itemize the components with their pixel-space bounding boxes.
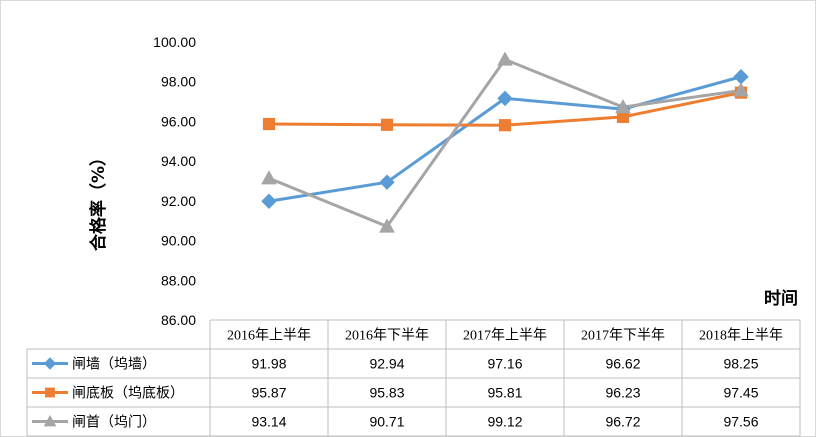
x-axis-title: 时间 [764, 288, 798, 309]
data-point [497, 90, 513, 107]
data-point [379, 218, 395, 233]
x-tick-label: 2016年下半年 [345, 328, 429, 344]
data-label: 95.83 [369, 385, 404, 401]
data-label: 96.62 [605, 356, 640, 372]
data-label: 97.16 [487, 356, 522, 372]
data-label: 96.72 [605, 414, 640, 430]
data-point [379, 174, 395, 190]
y-tick-label: 92.00 [161, 193, 196, 209]
x-tick-label: 2017年下半年 [581, 328, 665, 344]
data-label: 95.87 [251, 385, 286, 401]
data-point [733, 69, 749, 85]
table-cells: 91.98 92.94 97.16 96.62 98.25 95.87 95.83 95.81… [251, 356, 758, 430]
data-label: 98.25 [723, 356, 758, 372]
data-label: 97.45 [723, 385, 758, 401]
y-tick-label: 98.00 [161, 74, 196, 90]
y-tick-label: 90.00 [161, 233, 196, 249]
x-tick-label: 2018年上半年 [699, 328, 783, 344]
data-label: 90.71 [369, 414, 404, 430]
y-tick-label: 100.00 [153, 34, 196, 50]
data-label: 95.81 [487, 385, 522, 401]
data-point [497, 51, 513, 66]
y-axis-ticks: 86.00 88.00 90.00 92.00 94.00 96.00 98.00 100.0… [153, 34, 196, 328]
data-label: 93.14 [251, 414, 286, 430]
data-point [262, 117, 276, 131]
data-table [26, 319, 801, 437]
category-labels: 2016年上半年 2016年下半年 2017年上半年 2017年下半年 2018年上半年 [227, 328, 783, 344]
legend-marker [43, 414, 57, 427]
data-label: 96.23 [605, 385, 640, 401]
legend-marker [45, 387, 55, 398]
legend-label: 闸墙（坞墙） [72, 357, 156, 373]
legend-marker [43, 357, 57, 370]
y-tick-label: 86.00 [161, 312, 196, 328]
data-point [261, 193, 277, 209]
x-tick-label: 2017年上半年 [463, 328, 547, 344]
x-tick-label: 2016年上半年 [227, 328, 311, 344]
data-point [380, 118, 394, 131]
data-point [733, 82, 749, 97]
series-line [268, 57, 742, 228]
data-label: 91.98 [251, 356, 286, 372]
legend-label: 闸首（坞门） [72, 415, 156, 431]
table-legend: 闸墙（坞墙） 闸底板（坞底板） 闸首（坞门） [32, 357, 184, 431]
data-label: 99.12 [487, 414, 522, 430]
data-label: 92.94 [369, 356, 404, 372]
series-markers [261, 51, 749, 233]
y-axis-title: 合格率（%） [88, 149, 109, 251]
y-tick-label: 96.00 [161, 113, 196, 129]
series-lines [268, 57, 742, 228]
data-point [261, 170, 277, 185]
y-tick-label: 94.00 [161, 153, 196, 169]
data-point [498, 119, 512, 132]
data-point [615, 99, 631, 114]
legend-label: 闸底板（坞底板） [72, 386, 184, 402]
data-label: 97.56 [723, 414, 758, 430]
y-tick-label: 88.00 [161, 272, 196, 288]
